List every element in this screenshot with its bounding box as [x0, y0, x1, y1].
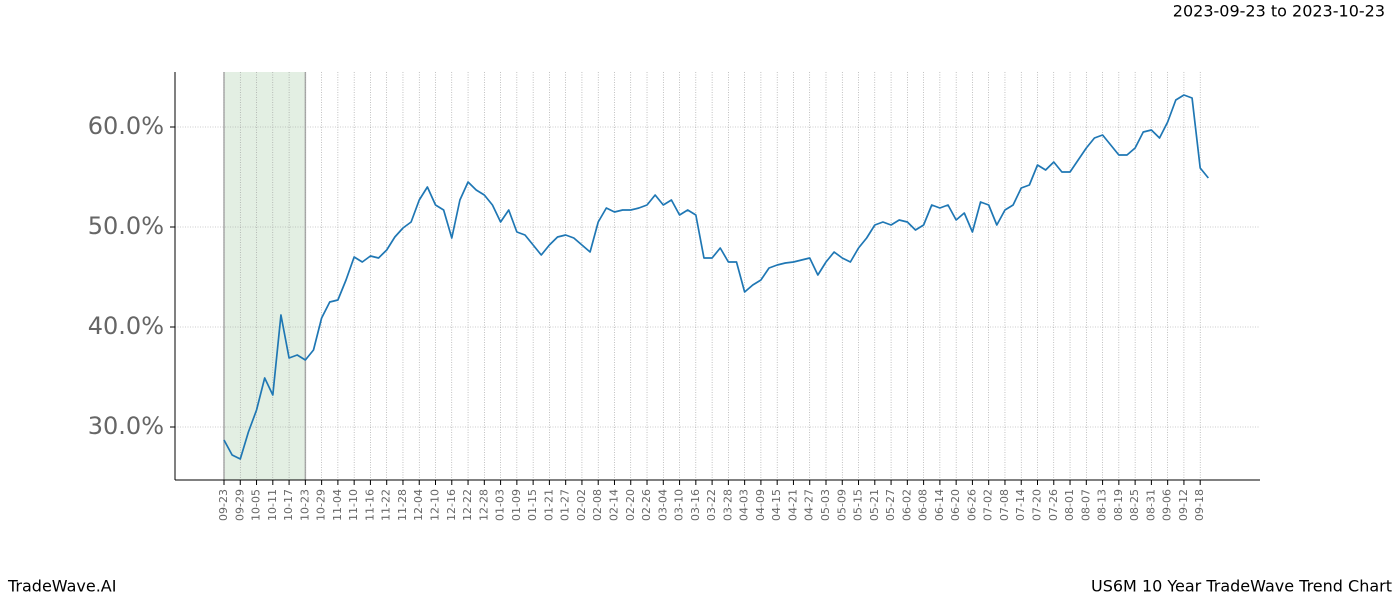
- x-tick-label: 02-20: [624, 489, 637, 521]
- highlight-band: [224, 72, 306, 480]
- x-tick-label: 06-08: [917, 489, 930, 521]
- x-tick-label: 01-09: [510, 489, 523, 521]
- x-tick-label: 08-07: [1079, 489, 1092, 521]
- x-tick-label: 01-15: [526, 489, 539, 521]
- x-tick-label: 09-12: [1177, 489, 1190, 521]
- x-tick-label: 12-10: [429, 489, 442, 521]
- x-tick-label: 06-26: [965, 489, 978, 521]
- x-tick-label: 10-17: [282, 489, 295, 521]
- x-tick-label: 02-02: [575, 489, 588, 521]
- x-tick-label: 08-25: [1128, 489, 1141, 521]
- x-tick-label: 11-10: [347, 489, 360, 521]
- x-tick-label: 01-03: [494, 489, 507, 521]
- x-tick-label: 12-16: [445, 489, 458, 521]
- y-tick-label: 50.0%: [88, 212, 164, 240]
- x-tick-label: 11-16: [363, 489, 376, 521]
- x-tick-label: 07-02: [982, 489, 995, 521]
- x-tick-label: 10-11: [266, 489, 279, 521]
- x-tick-label: 10-05: [250, 489, 263, 521]
- x-tick-label: 03-28: [721, 489, 734, 521]
- x-tick-label: 09-18: [1193, 489, 1206, 521]
- line-series: [223, 94, 1209, 460]
- x-tick-label: 04-03: [738, 489, 751, 521]
- x-tick-label: 12-28: [477, 489, 490, 521]
- x-tick-label: 08-19: [1112, 489, 1125, 521]
- y-tick-label: 60.0%: [88, 112, 164, 140]
- x-tick-label: 03-10: [673, 489, 686, 521]
- x-tick-label: 09-23: [217, 489, 230, 521]
- x-tick-label: 04-21: [786, 489, 799, 521]
- date-range: 2023-09-23 to 2023-10-23: [1173, 2, 1385, 21]
- x-tick-label: 10-29: [315, 489, 328, 521]
- x-tick-label: 01-21: [542, 489, 555, 521]
- x-tick-label: 03-04: [656, 489, 669, 521]
- x-tick-label: 02-26: [640, 489, 653, 521]
- x-tick-label: 05-09: [835, 489, 848, 521]
- y-tick-label: 40.0%: [88, 312, 164, 340]
- x-tick-label: 06-14: [933, 489, 946, 521]
- x-tick-label: 03-22: [705, 489, 718, 521]
- y-tick-label: 30.0%: [88, 412, 164, 440]
- x-tick-label: 05-21: [868, 489, 881, 521]
- x-tick-label: 03-16: [689, 489, 702, 521]
- x-tick-label: 05-27: [884, 489, 897, 521]
- x-tick-label: 08-13: [1096, 489, 1109, 521]
- x-tick-label: 07-20: [1031, 489, 1044, 521]
- x-tick-label: 05-15: [852, 489, 865, 521]
- x-tick-label: 08-31: [1144, 489, 1157, 521]
- x-tick-label: 06-02: [900, 489, 913, 521]
- x-tick-label: 02-08: [591, 489, 604, 521]
- chart-title: US6M 10 Year TradeWave Trend Chart: [1091, 577, 1392, 596]
- x-tick-label: 01-27: [559, 489, 572, 521]
- x-tick-label: 04-09: [754, 489, 767, 521]
- x-tick-label: 10-23: [298, 489, 311, 521]
- x-tick-label: 12-04: [412, 489, 425, 521]
- x-tick-label: 04-27: [803, 489, 816, 521]
- x-tick-label: 11-22: [380, 489, 393, 521]
- x-tick-label: 08-01: [1063, 489, 1076, 521]
- x-tick-label: 09-06: [1161, 489, 1174, 521]
- x-tick-label: 09-29: [233, 489, 246, 521]
- x-tick-label: 02-14: [607, 489, 620, 521]
- x-tick-label: 06-20: [949, 489, 962, 521]
- x-tick-label: 12-22: [461, 489, 474, 521]
- x-tick-label: 11-04: [331, 489, 344, 521]
- x-tick-label: 05-03: [819, 489, 832, 521]
- brand: TradeWave.AI: [7, 577, 116, 596]
- x-tick-label: 07-26: [1047, 489, 1060, 521]
- x-tick-label: 04-15: [770, 489, 783, 521]
- x-tick-label: 11-28: [396, 489, 409, 521]
- x-tick-label: 07-14: [1014, 489, 1027, 521]
- x-tick-label: 07-08: [998, 489, 1011, 521]
